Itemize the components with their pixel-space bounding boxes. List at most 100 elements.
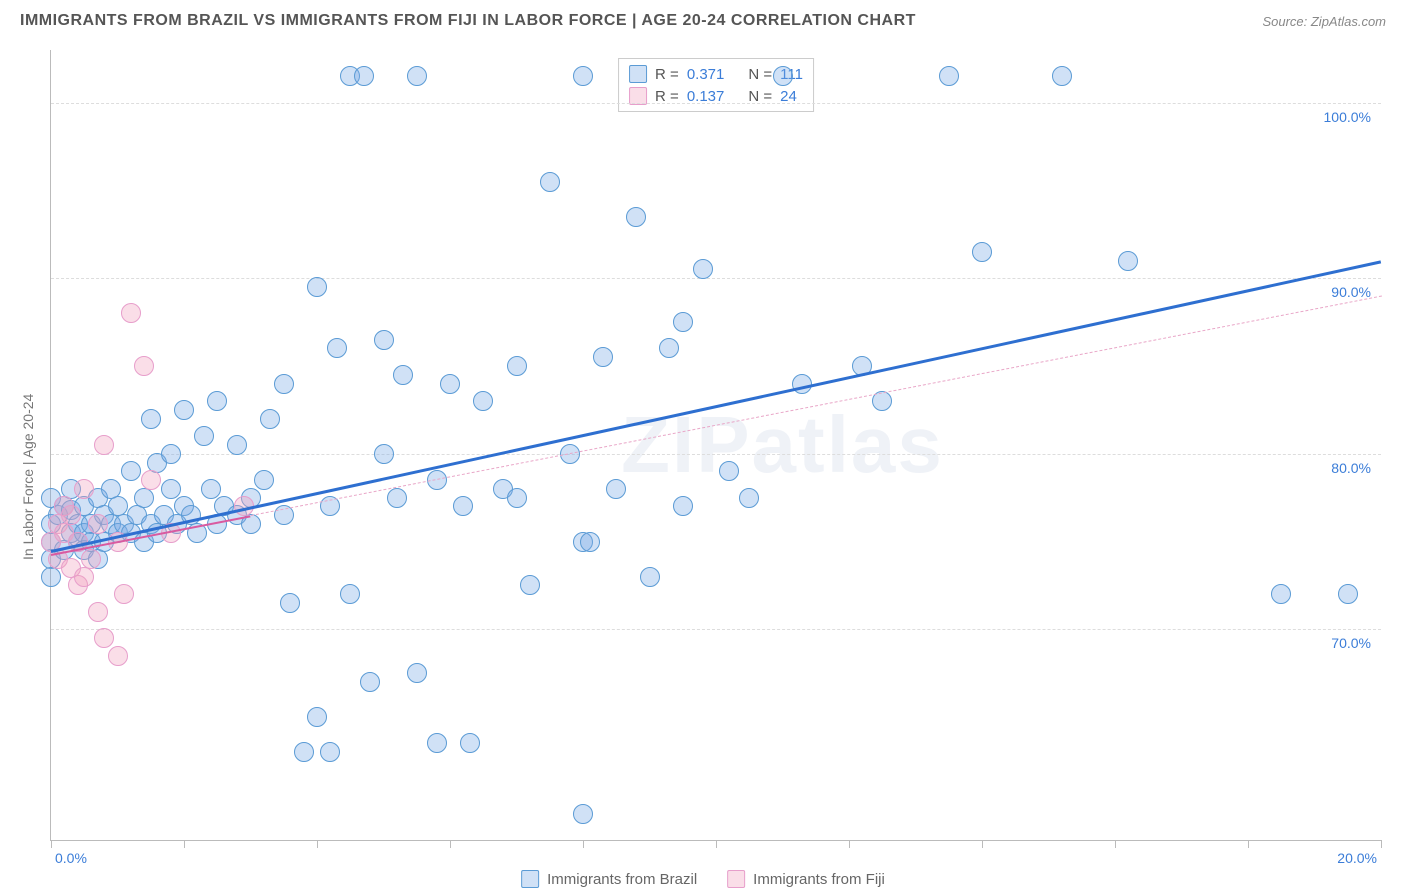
y-tick-label: 80.0% — [1331, 460, 1371, 476]
data-point — [626, 207, 646, 227]
data-point — [407, 66, 427, 86]
data-point — [593, 347, 613, 367]
legend-label: Immigrants from Brazil — [547, 871, 697, 888]
data-point — [573, 804, 593, 824]
stat-n-label: N = — [748, 66, 772, 83]
data-point — [972, 242, 992, 262]
x-tick-label: 0.0% — [55, 850, 87, 866]
data-point — [121, 461, 141, 481]
data-point — [114, 584, 134, 604]
x-tick — [982, 840, 983, 848]
data-point — [773, 66, 793, 86]
x-tick — [450, 840, 451, 848]
data-point — [606, 479, 626, 499]
x-tick — [51, 840, 52, 848]
data-point — [254, 470, 274, 490]
x-tick — [1248, 840, 1249, 848]
data-point — [294, 742, 314, 762]
legend-label: Immigrants from Fiji — [753, 871, 885, 888]
stat-r-label: R = — [655, 66, 679, 83]
data-point — [673, 312, 693, 332]
data-point — [939, 66, 959, 86]
x-tick-label: 20.0% — [1337, 850, 1377, 866]
data-point — [327, 338, 347, 358]
x-tick — [583, 840, 584, 848]
data-point — [374, 444, 394, 464]
trend-line — [51, 261, 1382, 554]
x-tick — [1381, 840, 1382, 848]
data-point — [1338, 584, 1358, 604]
data-point — [280, 593, 300, 613]
data-point — [1052, 66, 1072, 86]
data-point — [374, 330, 394, 350]
legend-swatch — [629, 65, 647, 83]
source-label: Source: ZipAtlas.com — [1262, 14, 1386, 29]
chart-title: IMMIGRANTS FROM BRAZIL VS IMMIGRANTS FRO… — [20, 12, 916, 30]
data-point — [540, 172, 560, 192]
stat-r-value: 0.371 — [687, 66, 725, 83]
gridline-h — [51, 454, 1381, 455]
legend-item: Immigrants from Fiji — [727, 870, 885, 888]
data-point — [387, 488, 407, 508]
data-point — [41, 567, 61, 587]
data-point — [739, 488, 759, 508]
data-point — [194, 426, 214, 446]
data-point — [121, 303, 141, 323]
data-point — [507, 356, 527, 376]
data-point — [659, 338, 679, 358]
data-point — [573, 66, 593, 86]
gridline-h — [51, 629, 1381, 630]
data-point — [94, 435, 114, 455]
data-point — [427, 733, 447, 753]
plot-area: ZIPatlas R =0.371N =111R =0.137N =24 70.… — [50, 50, 1381, 841]
y-axis-label: In Labor Force | Age 20-24 — [20, 394, 36, 560]
y-tick-label: 100.0% — [1324, 109, 1371, 125]
data-point — [307, 707, 327, 727]
data-point — [453, 496, 473, 516]
data-point — [1118, 251, 1138, 271]
data-point — [207, 391, 227, 411]
x-tick — [1115, 840, 1116, 848]
gridline-h — [51, 278, 1381, 279]
data-point — [473, 391, 493, 411]
data-point — [507, 488, 527, 508]
trend-line — [250, 296, 1381, 516]
x-tick — [849, 840, 850, 848]
legend-item: Immigrants from Brazil — [521, 870, 697, 888]
data-point — [580, 532, 600, 552]
data-point — [354, 66, 374, 86]
data-point — [81, 549, 101, 569]
data-point — [134, 356, 154, 376]
data-point — [460, 733, 480, 753]
data-point — [161, 479, 181, 499]
data-point — [88, 602, 108, 622]
data-point — [94, 628, 114, 648]
data-point — [201, 479, 221, 499]
data-point — [74, 479, 94, 499]
y-tick-label: 70.0% — [1331, 635, 1371, 651]
data-point — [1271, 584, 1291, 604]
data-point — [141, 409, 161, 429]
data-point — [693, 259, 713, 279]
data-point — [274, 374, 294, 394]
data-point — [108, 646, 128, 666]
data-point — [640, 567, 660, 587]
legend-swatch — [521, 870, 539, 888]
data-point — [227, 435, 247, 455]
data-point — [307, 277, 327, 297]
data-point — [260, 409, 280, 429]
x-tick — [184, 840, 185, 848]
data-point — [134, 488, 154, 508]
x-tick — [317, 840, 318, 848]
bottom-legend: Immigrants from Brazil Immigrants from Fi… — [521, 870, 885, 888]
data-point — [174, 400, 194, 420]
data-point — [161, 444, 181, 464]
data-point — [407, 663, 427, 683]
data-point — [88, 514, 108, 534]
legend-swatch — [727, 870, 745, 888]
data-point — [141, 470, 161, 490]
data-point — [673, 496, 693, 516]
data-point — [360, 672, 380, 692]
data-point — [719, 461, 739, 481]
x-tick — [716, 840, 717, 848]
